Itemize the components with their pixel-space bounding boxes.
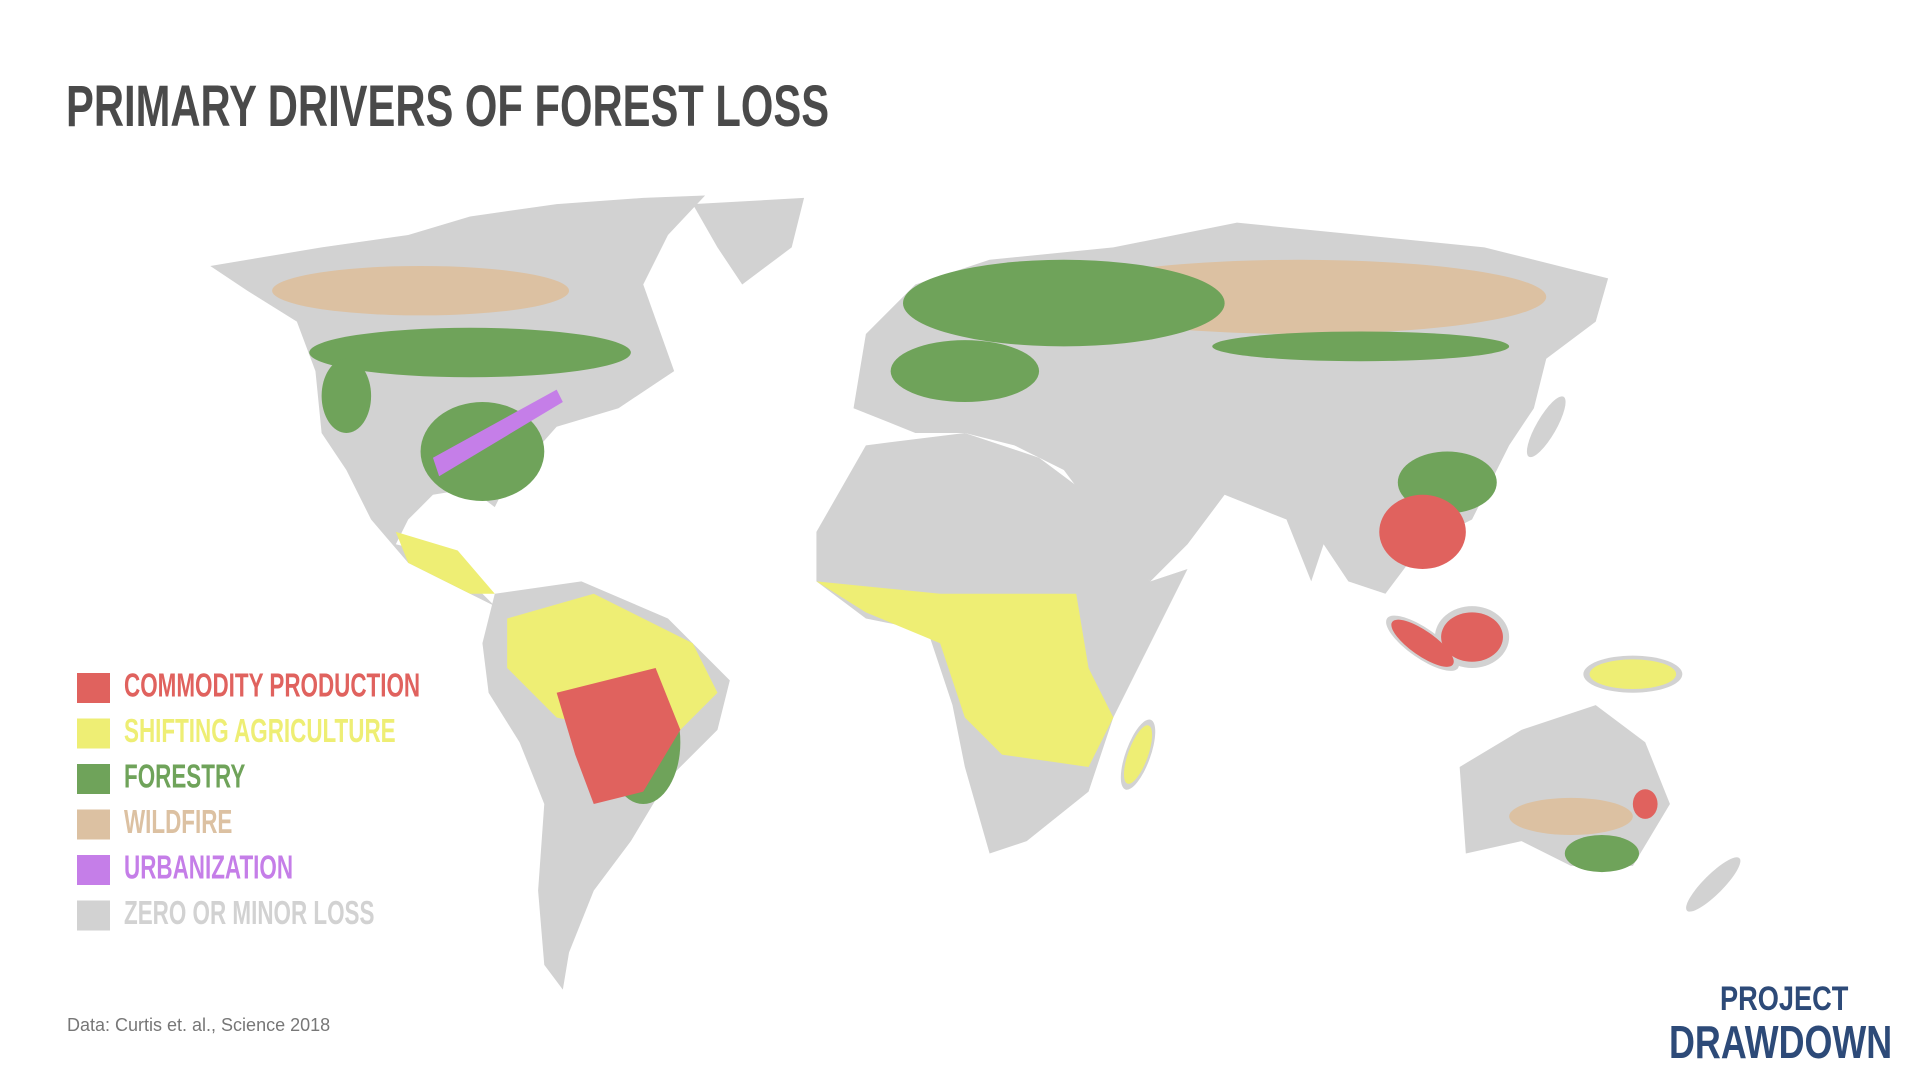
title: PRIMARY DRIVERS OF FOREST LOSS	[66, 73, 829, 138]
legend-swatch	[77, 855, 110, 885]
region	[1123, 725, 1153, 784]
region	[1391, 619, 1454, 667]
legend-swatch	[77, 718, 110, 749]
legend-swatch	[77, 809, 110, 840]
region	[1589, 659, 1677, 690]
region	[1526, 396, 1566, 458]
legend-label: SHIFTING AGRICULTURE	[124, 712, 396, 749]
region	[1564, 834, 1640, 873]
region	[1379, 494, 1466, 570]
urbanization-areas	[432, 389, 563, 477]
commodity-areas	[556, 494, 1658, 819]
region	[210, 195, 706, 607]
legend-label: ZERO OR MINOR LOSS	[124, 894, 374, 931]
legend-swatch	[77, 673, 110, 703]
region	[890, 340, 1040, 403]
legend-label: FORESTRY	[124, 757, 245, 794]
region	[1441, 612, 1503, 662]
region	[556, 667, 681, 805]
region	[1632, 789, 1658, 819]
world-map	[210, 195, 1741, 990]
legend: COMMODITY PRODUCTION SHIFTING AGRICULTURE…	[77, 666, 420, 931]
region	[272, 265, 570, 316]
region	[309, 327, 631, 378]
source: Data: Curtis et. al., Science 2018	[67, 1015, 330, 1035]
region	[1212, 331, 1510, 362]
logo-top: PROJECT	[1720, 979, 1849, 1018]
region	[432, 389, 563, 477]
region	[1509, 797, 1633, 835]
region	[903, 259, 1225, 347]
region	[816, 581, 1114, 767]
legend-label: URBANIZATION	[124, 848, 293, 885]
legend-swatch	[77, 764, 110, 794]
region	[1686, 857, 1741, 912]
logo-bottom: DRAWDOWN	[1669, 1017, 1892, 1068]
region	[395, 531, 495, 594]
region	[321, 358, 372, 433]
region	[1459, 705, 1670, 866]
legend-swatch	[77, 900, 110, 931]
legend-label: COMMODITY PRODUCTION	[124, 666, 420, 703]
region	[692, 197, 805, 285]
legend-label: WILDFIRE	[124, 803, 232, 840]
